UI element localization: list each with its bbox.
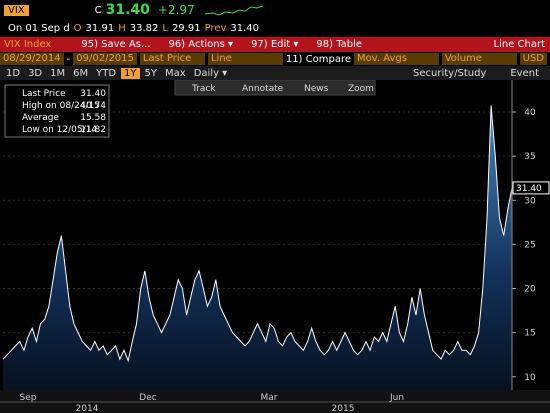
change: +2.97 <box>157 3 195 17</box>
currency[interactable]: USD <box>519 53 547 65</box>
dash: - <box>66 53 71 65</box>
x-month-label: Jun <box>389 393 404 403</box>
ohlc-item: O <box>73 22 82 34</box>
ticker[interactable]: VIX <box>4 4 29 16</box>
field[interactable]: Last Price <box>139 53 205 65</box>
sparkline <box>204 5 263 16</box>
ohlc-item: 29.91 <box>171 22 201 34</box>
x-month-label: Dec <box>139 393 156 403</box>
start-date[interactable]: 08/29/2014 <box>0 53 64 65</box>
style[interactable]: Line <box>207 53 283 65</box>
ohlc-item: H <box>118 22 126 34</box>
ohlc-item: On 01 Sep d <box>8 22 70 34</box>
period-button[interactable]: 1M <box>50 67 66 79</box>
legend-value: 40.74 <box>80 101 106 111</box>
frequency[interactable]: Daily ▾ <box>193 67 228 79</box>
mov-avgs[interactable]: Mov. Avgs <box>354 53 439 65</box>
area <box>3 105 512 390</box>
ohlc-item: L <box>162 22 168 34</box>
last-price-label: 31.40 <box>516 184 542 194</box>
period-button[interactable]: 1Y <box>121 67 140 79</box>
security: VIX Index <box>4 39 52 50</box>
menu-item[interactable]: 97) Edit ▾ <box>251 39 299 50</box>
event[interactable]: Event <box>510 67 539 79</box>
chart-tool[interactable]: Annotate <box>242 84 284 94</box>
y-tick-label: 15 <box>524 329 535 339</box>
legend-box <box>4 84 110 138</box>
period-button[interactable]: 3D <box>28 67 43 79</box>
ohlc-item: 33.82 <box>129 22 159 34</box>
chart-mode: Line Chart <box>493 39 546 50</box>
legend-label: Average <box>22 113 59 123</box>
volume[interactable]: Volume <box>441 53 517 65</box>
menu-item[interactable]: 98) Table <box>316 39 363 50</box>
quote-row: VIX C 31.40 +2.97 <box>0 0 550 20</box>
legend-value: 31.40 <box>80 89 106 99</box>
ohlc-item: 31.40 <box>230 22 260 34</box>
price: 31.40 <box>105 2 150 18</box>
x-month-label: Sep <box>20 393 37 403</box>
end-date[interactable]: 09/02/2015 <box>73 53 137 65</box>
y-tick-label: 10 <box>524 373 536 383</box>
chart-tool[interactable]: News <box>304 84 329 94</box>
period-button[interactable]: Max <box>165 67 186 79</box>
menu-item[interactable]: 96) Actions ▾ <box>168 39 234 50</box>
period-button[interactable]: 5Y <box>144 67 158 79</box>
legend-label: High on 08/24/15 <box>22 101 100 111</box>
ohlc-item: 31.91 <box>85 22 115 34</box>
ohlc-item: Prev <box>204 22 227 34</box>
legend-value: 15.58 <box>80 113 106 123</box>
y-tick-label: 35 <box>524 152 535 162</box>
y-tick-label: 25 <box>524 240 535 250</box>
period-button[interactable]: 6M <box>73 67 89 79</box>
last-price-tag <box>512 181 550 195</box>
x-year-label: 2015 <box>332 404 355 413</box>
chart-toolbar <box>174 80 376 96</box>
period-button[interactable]: YTD <box>96 67 117 79</box>
y-tick-label: 20 <box>524 285 536 295</box>
menu-bar: VIX Index 95) Save As... 96) Actions ▾ 97)… <box>0 37 550 52</box>
legend-label: Low on 12/05/14 <box>22 125 97 135</box>
chart: 10 15 20 25 30 35 40 31.40 Sep Dec Mar Jun 2014 2015 T… <box>0 80 550 413</box>
legend-label: Last Price <box>22 89 66 99</box>
chart-tool[interactable]: Track <box>191 84 216 94</box>
controls-row: 08/29/2014 - 09/02/2015 Last Price Line … <box>0 52 550 66</box>
legend-value: 11.82 <box>80 125 106 135</box>
y-tick-label: 40 <box>524 108 536 118</box>
x-month-label: Mar <box>261 393 278 403</box>
chart-tool[interactable]: Zoom <box>348 84 374 94</box>
ohlc-row: On 01 Sep d O 31.91 H 33.82 L 29.91 Prev 31.40 <box>0 20 550 36</box>
price-line <box>2 105 513 363</box>
y-tick-label: 30 <box>524 196 536 206</box>
c-label: C <box>94 4 102 16</box>
x-year-label: 2014 <box>76 404 99 413</box>
period-button[interactable]: 1D <box>6 67 21 79</box>
menu-item[interactable]: 95) Save As... <box>81 39 151 50</box>
period-row: 1D 3D 1M 6M YTD 1Y 5Y Max Daily ▾ Security/Stud… <box>0 66 550 80</box>
security-study[interactable]: Security/Study <box>413 67 487 79</box>
compare[interactable]: 11) Compare <box>285 53 351 65</box>
